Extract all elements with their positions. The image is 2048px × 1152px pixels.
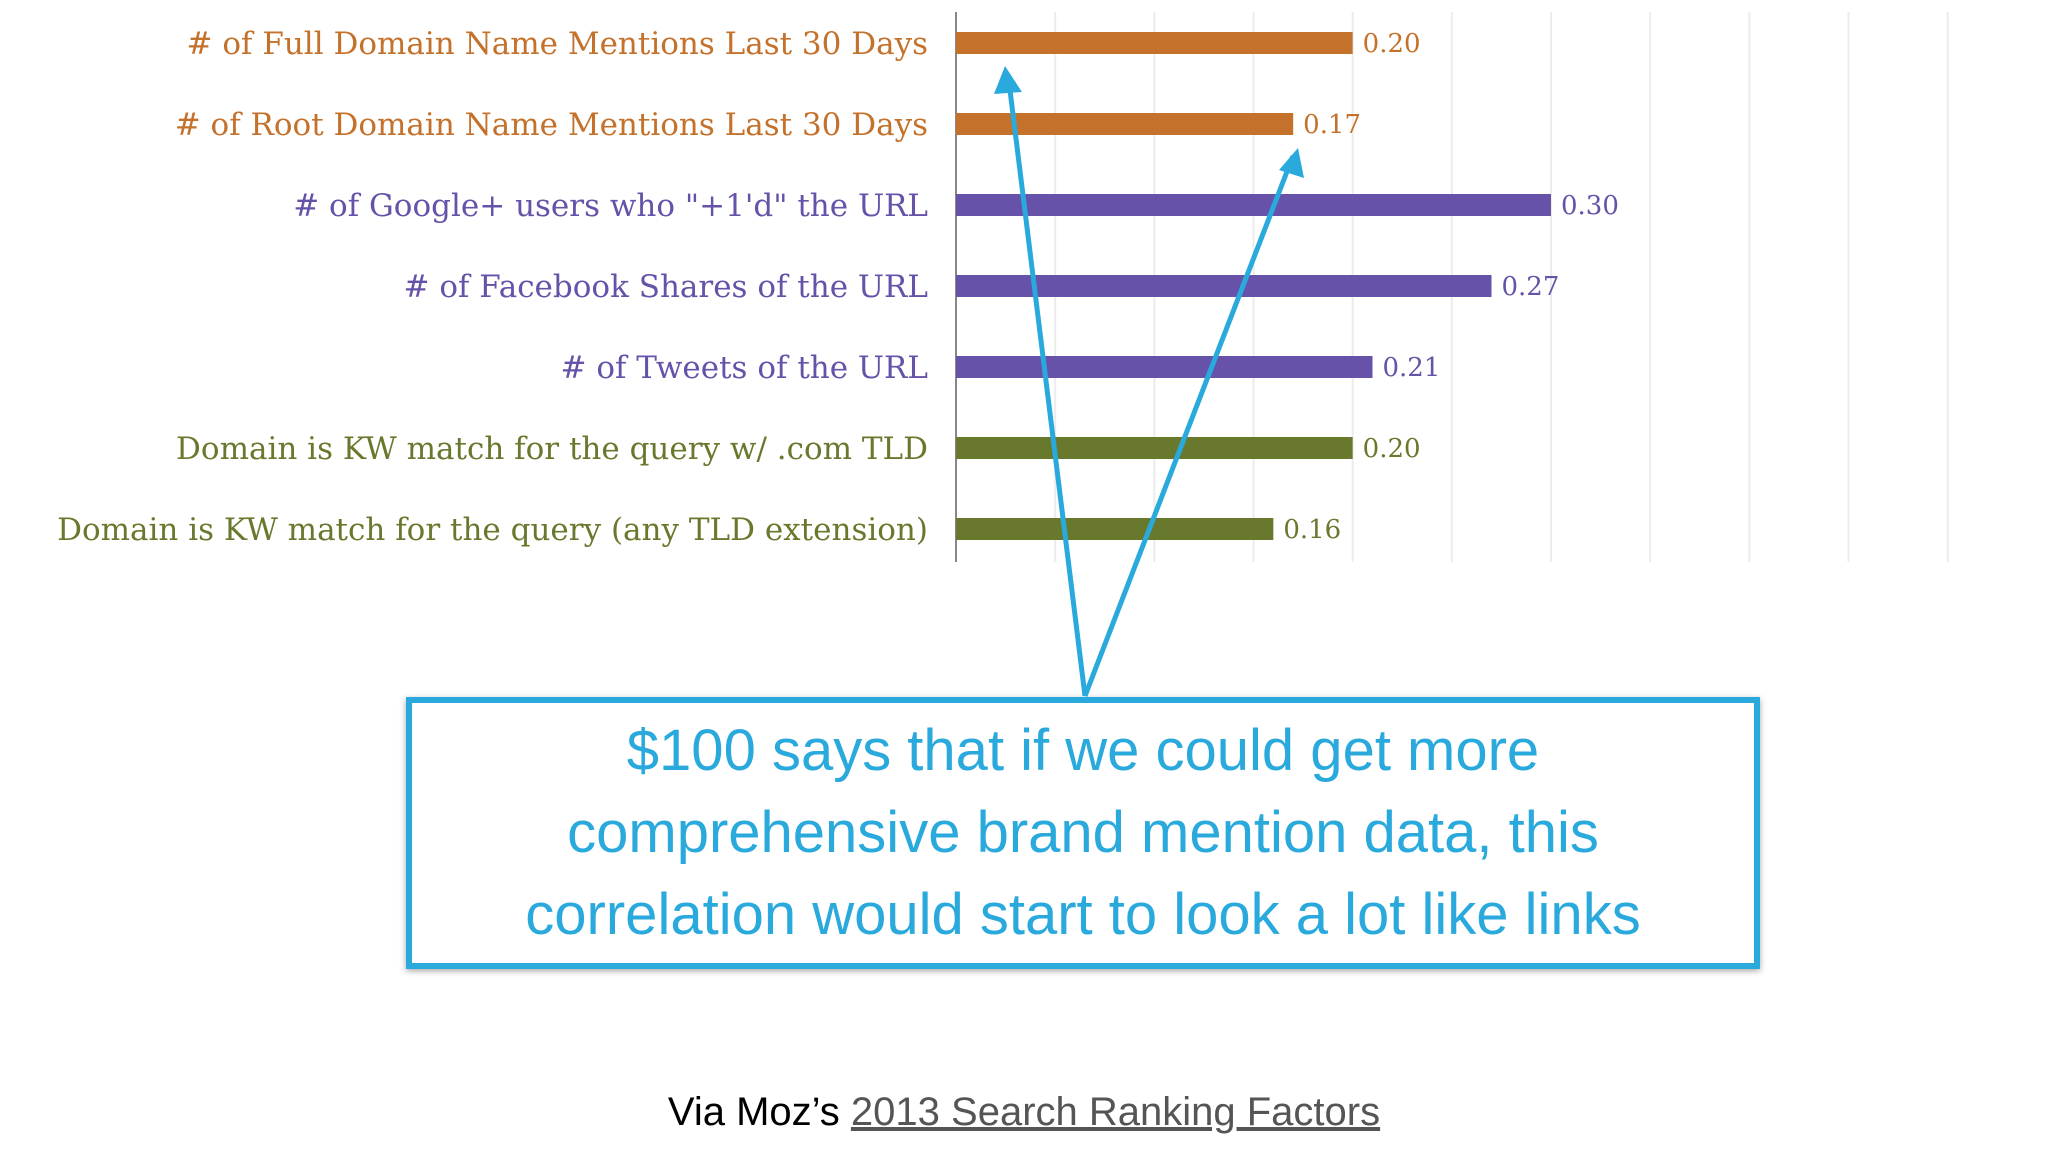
source-link[interactable]: 2013 Search Ranking Factors	[850, 1090, 1381, 1134]
annotation-callout-box: $100 says that if we could get more comp…	[406, 697, 1760, 969]
bar	[956, 356, 1373, 378]
value-label: 0.30	[1561, 191, 1619, 221]
category-label: # of Full Domain Name Mentions Last 30 D…	[187, 26, 928, 62]
category-label: # of Root Domain Name Mentions Last 30 D…	[175, 107, 928, 143]
category-label: # of Facebook Shares of the URL	[403, 269, 928, 305]
value-label: 0.20	[1363, 29, 1421, 59]
bar	[956, 518, 1274, 540]
bar	[956, 194, 1551, 216]
source-caption: Via Moz’s 2013 Search Ranking Factors	[0, 1090, 2048, 1135]
annotation-callout-text: $100 says that if we could get more comp…	[525, 718, 1641, 947]
category-label: # of Google+ users who "+1'd" the URL	[293, 188, 928, 224]
category-label: # of Tweets of the URL	[560, 350, 928, 386]
bar	[956, 113, 1294, 135]
category-label: Domain is KW match for the query (any TL…	[57, 512, 928, 548]
value-label: 0.17	[1303, 110, 1361, 140]
bar	[956, 275, 1492, 297]
bars-group: # of Full Domain Name Mentions Last 30 D…	[57, 26, 1619, 548]
value-label: 0.16	[1283, 515, 1341, 545]
bar	[956, 437, 1353, 459]
value-label: 0.20	[1363, 434, 1421, 464]
bar-chart: # of Full Domain Name Mentions Last 30 D…	[57, 12, 1949, 562]
value-label: 0.21	[1383, 353, 1441, 383]
category-label: Domain is KW match for the query w/ .com…	[176, 431, 928, 467]
bar	[956, 32, 1353, 54]
source-prefix: Via Moz’s	[667, 1090, 851, 1134]
value-label: 0.27	[1502, 272, 1560, 302]
